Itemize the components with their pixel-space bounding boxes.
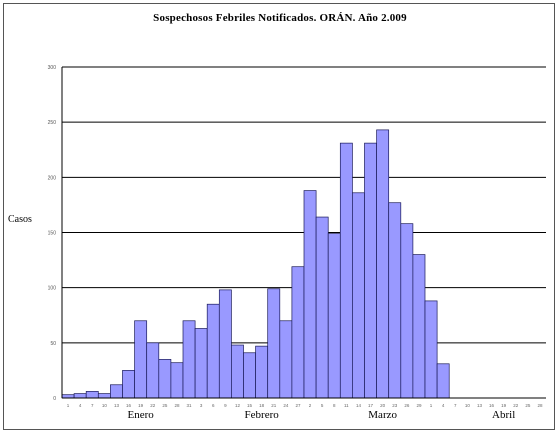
bar [364,142,377,399]
y-tick-label: 50 [50,341,56,347]
x-tick-label: 5 [321,403,324,408]
x-tick-label: 16 [489,403,495,408]
bar [352,192,365,399]
bar [206,303,220,399]
bar [158,359,172,399]
x-tick-label: 4 [79,403,82,408]
x-tick-label: 17 [368,403,374,408]
bar [73,393,87,399]
bar [339,142,353,399]
bar [315,216,329,399]
bar [134,320,148,399]
x-tick-label: 10 [102,403,108,408]
bar [194,328,208,399]
bar [122,370,135,399]
y-tick-labels: 0 50 100 150 200 250 300 [48,65,57,402]
x-tick-label: 27 [295,403,301,408]
axes [61,67,546,399]
x-tick-label: 13 [477,403,483,408]
bar [400,223,414,399]
x-tick-label: 29 [416,403,422,408]
bar [267,288,281,399]
x-tick-labels: 1 4 7 10 13 16 19 22 25 28 31 3 6 9 12 15 18 21 24 27 2 5 8 11 1… [67,403,543,408]
month-label: Abril [492,409,515,421]
x-tick-label: 14 [356,403,362,408]
bar [424,300,438,399]
x-tick-label: 9 [224,403,227,408]
x-tick-label: 6 [212,403,215,408]
bar [436,363,450,399]
bar [255,345,269,399]
x-tick-label: 1 [67,403,70,408]
chart-title: Sospechosos Febriles Notificados. ORÁN. … [153,12,407,24]
bar [146,342,160,399]
x-tick-label: 12 [235,403,241,408]
x-tick-label: 7 [91,403,94,408]
x-tick-label: 21 [271,403,277,408]
bar [303,190,317,399]
month-label: Marzo [368,409,397,421]
x-tick-label: 20 [380,403,386,408]
x-tick-label: 3 [200,403,203,408]
bar [388,202,402,399]
month-label: Enero [128,409,155,421]
y-tick-label: 250 [48,120,57,126]
month-labels: Enero Febrero Marzo Abril [128,409,516,421]
bar [327,233,341,399]
x-tick-label: 23 [392,403,398,408]
x-tick-label: 13 [114,403,120,408]
x-tick-label: 22 [513,403,519,408]
y-tick-label: 100 [48,286,57,292]
x-tick-label: 28 [174,403,180,408]
y-axis-label: Casos [8,214,32,225]
y-tick-label: 200 [48,175,57,181]
x-tick-label: 28 [537,403,543,408]
x-tick-label: 22 [150,403,156,408]
bars [61,129,450,399]
x-tick-label: 4 [442,403,445,408]
month-label: Febrero [245,409,280,421]
bar [243,352,256,399]
bar [170,362,184,399]
x-tick-label: 7 [454,403,457,408]
y-tick-label: 0 [53,396,56,402]
bar [231,344,244,399]
bar [291,266,305,399]
x-tick-label: 16 [126,403,132,408]
y-tick-label: 300 [48,65,57,71]
x-tick-label: 18 [259,403,265,408]
x-tick-label: 19 [501,403,507,408]
bar [279,320,293,399]
bar [376,129,390,399]
bar [412,254,426,399]
x-tick-label: 19 [138,403,144,408]
bar [182,320,196,399]
bar [110,384,123,399]
x-tick-label: 8 [333,403,336,408]
x-tick-label: 24 [283,403,289,408]
x-tick-label: 31 [187,403,193,408]
x-tick-label: 26 [404,403,410,408]
x-tick-label: 2 [309,403,312,408]
x-tick-label: 1 [430,403,433,408]
x-tick-label: 25 [525,403,531,408]
bar [218,289,232,399]
x-tick-label: 15 [247,403,253,408]
y-tick-label: 150 [48,231,57,237]
x-tick-label: 11 [344,403,349,408]
bar [97,393,111,399]
bar [85,391,99,399]
x-tick-label: 25 [162,403,168,408]
x-tick-label: 10 [465,403,471,408]
